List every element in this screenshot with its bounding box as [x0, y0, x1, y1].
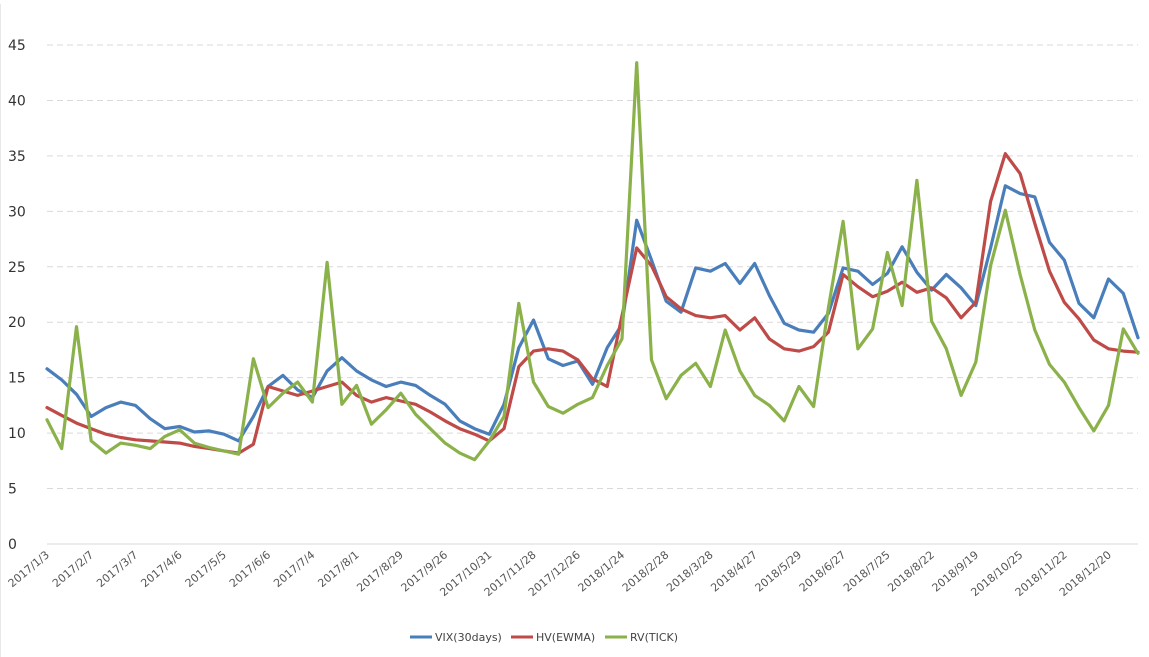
y-tick-label: 25 [8, 260, 26, 276]
legend: VIX(30days) HV(EWMA) RV(TICK) [410, 631, 678, 644]
y-tick-label: 45 [8, 38, 26, 54]
plot-area [45, 61, 1140, 462]
y-tick-label: 35 [8, 149, 26, 165]
series-line-1 [45, 184, 1140, 443]
y-tick-label: 5 [8, 482, 17, 498]
y-tick-label: 40 [8, 93, 26, 109]
legend-label: HV(EWMA) [536, 631, 595, 644]
legend-label: RV(TICK) [630, 631, 678, 644]
y-axis: 0 5 10 15 20 25 30 35 40 45 [8, 38, 26, 553]
series-line-3 [45, 61, 1140, 462]
y-tick-label: 0 [8, 537, 17, 553]
gridlines [47, 44, 1138, 545]
legend-label: VIX(30days) [435, 631, 502, 644]
y-tick-label: 20 [8, 315, 26, 331]
y-tick-label: 15 [8, 371, 26, 387]
y-tick-label: 30 [8, 204, 26, 220]
y-tick-label: 10 [8, 426, 26, 442]
